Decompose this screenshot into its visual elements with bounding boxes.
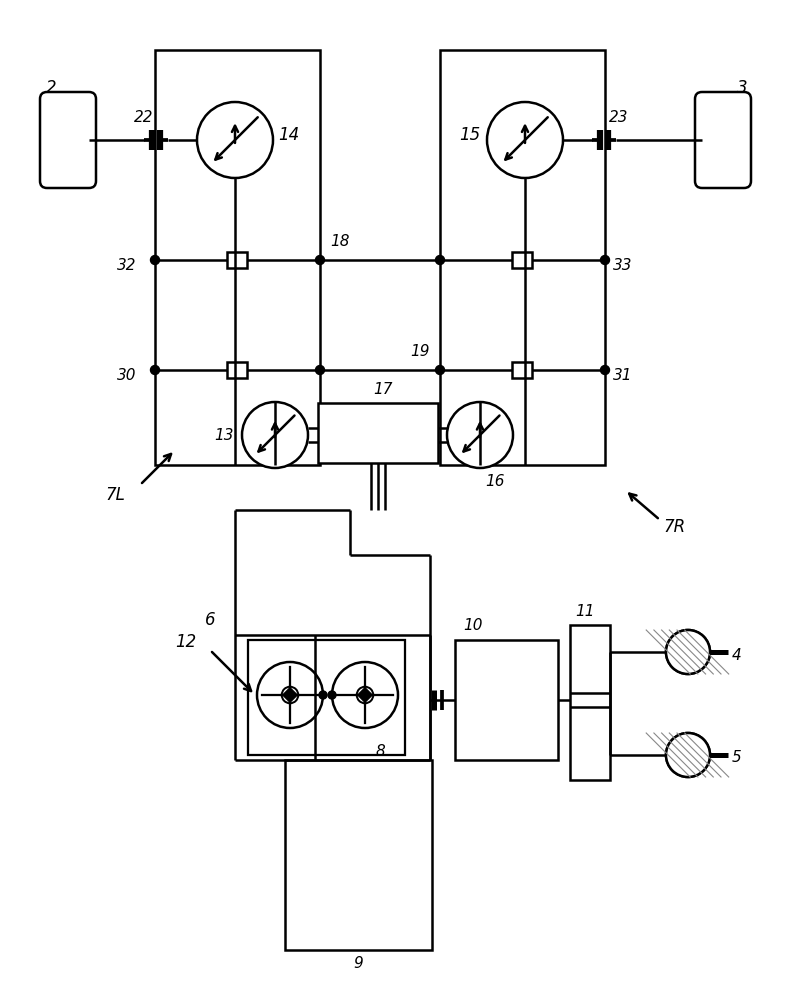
Text: 16: 16	[485, 475, 505, 489]
Circle shape	[666, 630, 710, 674]
Text: 32: 32	[117, 257, 137, 272]
Circle shape	[281, 687, 298, 703]
Circle shape	[447, 402, 513, 468]
Text: 31: 31	[613, 367, 633, 382]
Text: 10: 10	[463, 618, 483, 634]
Text: 13: 13	[214, 428, 234, 442]
Circle shape	[600, 255, 610, 264]
Circle shape	[242, 402, 308, 468]
Circle shape	[332, 662, 398, 728]
Text: 19: 19	[410, 344, 429, 360]
Bar	[248, 640, 405, 755]
Polygon shape	[358, 688, 372, 702]
Circle shape	[150, 255, 160, 264]
Text: 7L: 7L	[105, 486, 125, 504]
Text: 23: 23	[609, 110, 629, 125]
Circle shape	[316, 255, 324, 264]
Circle shape	[319, 691, 327, 699]
Circle shape	[600, 365, 610, 374]
Circle shape	[328, 691, 336, 699]
Circle shape	[666, 630, 710, 674]
Text: 5: 5	[732, 750, 742, 766]
Bar	[318, 403, 438, 463]
Text: 3: 3	[737, 79, 747, 97]
Text: 8: 8	[375, 744, 385, 760]
Text: 4: 4	[732, 648, 742, 662]
Bar	[512, 362, 532, 378]
Text: 14: 14	[278, 126, 299, 144]
Text: 17: 17	[373, 381, 393, 396]
Text: 12: 12	[175, 633, 196, 651]
Text: 6: 6	[205, 611, 215, 629]
Circle shape	[316, 365, 324, 374]
Bar	[512, 252, 532, 268]
Circle shape	[666, 733, 710, 777]
Circle shape	[257, 662, 323, 728]
Text: 11: 11	[575, 603, 595, 618]
Text: 18: 18	[330, 234, 350, 249]
Polygon shape	[283, 688, 297, 702]
Circle shape	[357, 687, 373, 703]
Text: 33: 33	[613, 257, 633, 272]
Text: 22: 22	[134, 110, 153, 125]
Text: 2: 2	[46, 79, 56, 97]
Text: 15: 15	[459, 126, 480, 144]
Bar	[570, 625, 610, 780]
Bar	[440, 50, 605, 465]
Bar	[227, 252, 247, 268]
FancyBboxPatch shape	[695, 92, 751, 188]
Circle shape	[436, 365, 444, 374]
Circle shape	[150, 365, 160, 374]
Circle shape	[197, 102, 273, 178]
Bar	[285, 760, 432, 950]
Circle shape	[436, 255, 444, 264]
Text: 7R: 7R	[663, 518, 685, 536]
Bar	[455, 640, 558, 760]
Text: 9: 9	[354, 956, 363, 972]
Circle shape	[487, 102, 563, 178]
Bar	[227, 362, 247, 378]
FancyBboxPatch shape	[40, 92, 96, 188]
Bar	[155, 50, 320, 465]
Text: 30: 30	[117, 367, 137, 382]
Circle shape	[666, 733, 710, 777]
